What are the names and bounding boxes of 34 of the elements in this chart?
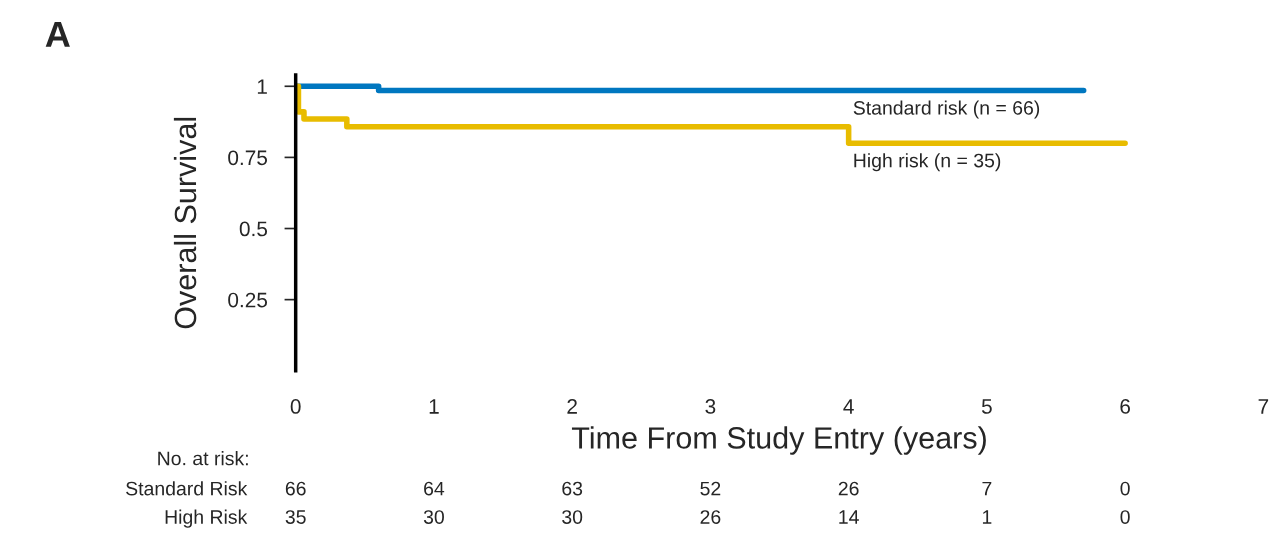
text: 30 bbox=[423, 510, 444, 524]
text: 7 bbox=[982, 481, 992, 496]
text: No. at risk: bbox=[158, 451, 248, 466]
text: 64 bbox=[424, 481, 445, 496]
text: 0 bbox=[1120, 510, 1130, 524]
text: 30 bbox=[562, 510, 583, 524]
y-tick-label: 0.5 bbox=[239, 221, 268, 237]
y-tick-label: 0.75 bbox=[228, 150, 268, 166]
x-tick-label: 2 bbox=[567, 399, 577, 414]
text: High Risk bbox=[165, 509, 248, 528]
x-tick-label: 1 bbox=[429, 399, 439, 414]
y-axis-title: Overall Survival bbox=[173, 117, 197, 329]
x-tick-label: 4 bbox=[843, 399, 854, 414]
x-tick-label: 7 bbox=[1258, 399, 1269, 414]
text: 35 bbox=[285, 510, 306, 524]
x-tick-label: 0 bbox=[290, 399, 301, 414]
y-tick-label: 1 bbox=[257, 79, 267, 94]
text: 63 bbox=[562, 481, 583, 496]
text: 1 bbox=[982, 510, 992, 524]
x-axis-title: Time From Study Entry (years) bbox=[571, 426, 986, 455]
text: 66 bbox=[285, 481, 306, 496]
text: Standard Risk bbox=[126, 481, 248, 496]
x-tick-label: 5 bbox=[981, 399, 992, 414]
text: 0 bbox=[1120, 481, 1130, 496]
text: 26 bbox=[700, 510, 721, 524]
text: 52 bbox=[700, 481, 721, 496]
series-label: High risk (n = 35) bbox=[854, 153, 1001, 172]
x-tick-label: 6 bbox=[1120, 399, 1130, 414]
x-tick-label: 3 bbox=[705, 399, 716, 414]
text: 14 bbox=[839, 510, 859, 524]
series-label: Standard risk (n = 66) bbox=[853, 100, 1040, 119]
text: 26 bbox=[838, 481, 859, 496]
text: A bbox=[45, 21, 70, 47]
y-tick-label: 0.25 bbox=[228, 292, 268, 308]
